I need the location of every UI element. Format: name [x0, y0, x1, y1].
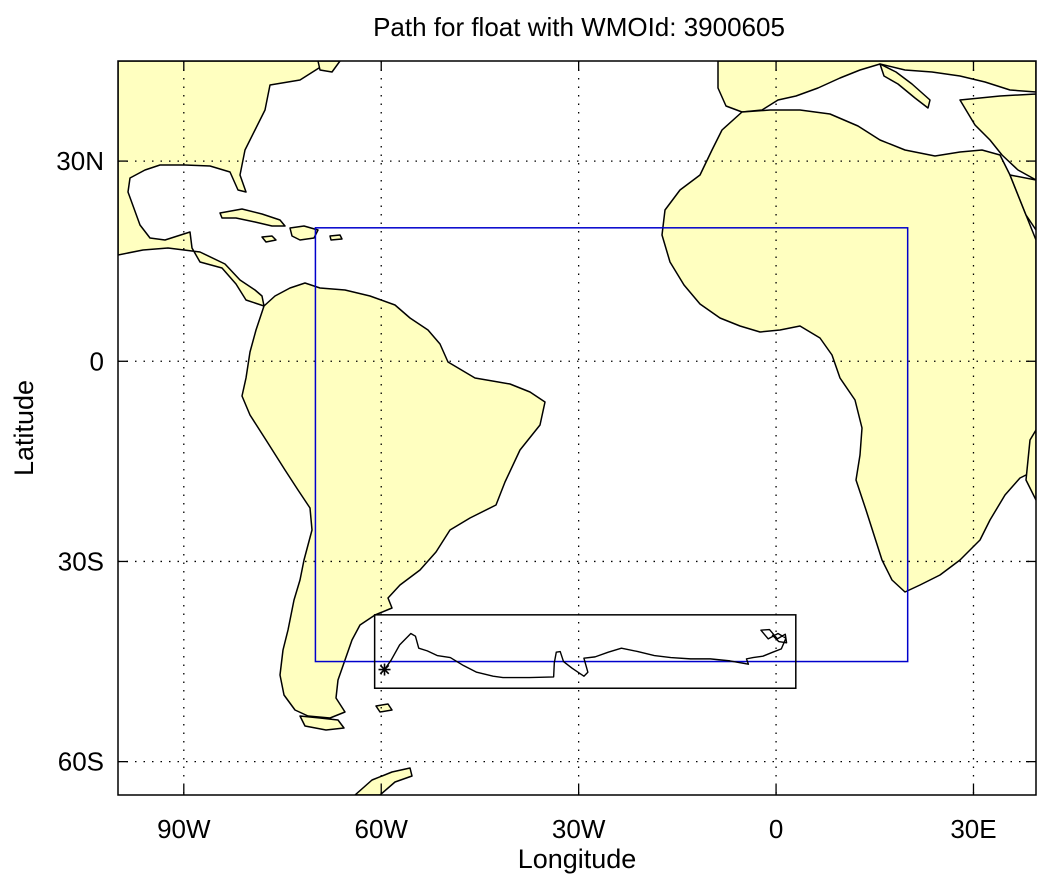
hispaniola-landmass: [289, 225, 319, 241]
antarctic-peninsula-landmass: [354, 767, 413, 795]
plot-frame: [117, 60, 1037, 796]
trajectory-bounding-box: [373, 614, 797, 689]
x-tick-label: 90W: [157, 814, 211, 844]
region-box-blue: [314, 227, 909, 663]
jamaica-landmass: [261, 235, 277, 243]
puerto-rico-landmass: [329, 234, 343, 241]
x-tick-label: 30W: [552, 814, 606, 844]
map-title: Path for float with WMOId: 3900605: [373, 12, 785, 42]
north-america-landmass: [118, 61, 331, 307]
grid-lines: [118, 61, 1036, 795]
newfoundland-landmass: [317, 61, 341, 73]
x-tick-label: 60W: [354, 814, 408, 844]
y-axis-label: Latitude: [9, 380, 39, 476]
y-tick-label: 0: [90, 346, 104, 376]
italy-landmass: [879, 63, 931, 109]
float-trajectory: [383, 628, 788, 679]
madagascar-landmass: [1025, 429, 1036, 501]
cuba-landmass: [219, 208, 286, 227]
y-tick-label: 30N: [56, 146, 104, 176]
arabian-peninsula-landmass: [1009, 174, 1036, 231]
float-start-asterisk: [378, 663, 391, 676]
axis-tick-labels: 90W 60W 30W 0 30E 30N 0 30S 60S: [56, 146, 996, 844]
falkland-islands-landmass: [375, 703, 393, 713]
x-tick-label: 0: [769, 814, 783, 844]
axis-ticks: [118, 61, 1036, 795]
landmasses: [118, 61, 1036, 795]
y-tick-label: 30S: [58, 546, 104, 576]
middle-east-landmass: [959, 93, 1036, 181]
x-axis-label: Longitude: [518, 844, 637, 874]
y-tick-label: 60S: [58, 747, 104, 777]
x-tick-label: 30E: [950, 814, 996, 844]
africa-landmass: [661, 109, 1036, 593]
tierra-del-fuego-landmass: [299, 715, 345, 731]
